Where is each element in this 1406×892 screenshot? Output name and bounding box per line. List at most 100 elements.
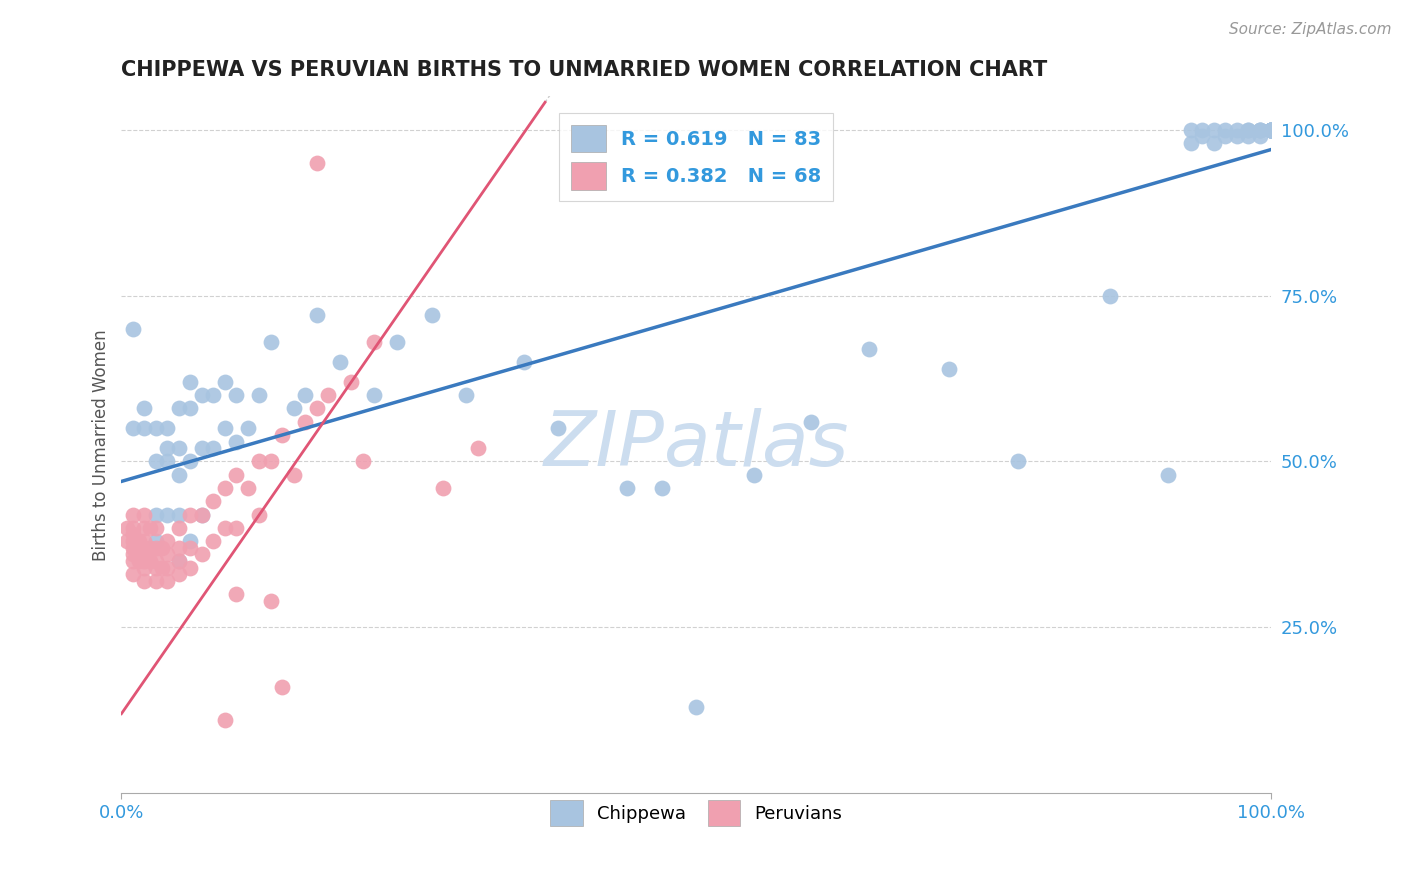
Point	[1249, 122, 1271, 136]
Point	[122, 548, 145, 562]
Point	[260, 594, 283, 608]
Point	[1180, 122, 1202, 136]
Point	[1180, 136, 1202, 150]
Point	[156, 508, 179, 522]
Point	[1237, 122, 1260, 136]
Point	[214, 421, 236, 435]
Point	[1260, 122, 1282, 136]
Point	[122, 541, 145, 555]
Point	[1213, 129, 1236, 144]
Point	[145, 560, 167, 574]
Point	[1249, 122, 1271, 136]
Point	[1260, 122, 1282, 136]
Point	[685, 700, 707, 714]
Point	[128, 554, 150, 568]
Point	[318, 388, 340, 402]
Point	[1260, 122, 1282, 136]
Point	[1202, 122, 1225, 136]
Point	[202, 388, 225, 402]
Point	[134, 508, 156, 522]
Point	[156, 454, 179, 468]
Point	[260, 454, 283, 468]
Point	[179, 454, 201, 468]
Point	[1260, 122, 1282, 136]
Point	[467, 441, 489, 455]
Point	[134, 401, 156, 416]
Point	[305, 309, 328, 323]
Point	[214, 521, 236, 535]
Point	[156, 534, 179, 549]
Point	[225, 521, 247, 535]
Point	[260, 334, 283, 349]
Point	[128, 534, 150, 549]
Point	[145, 421, 167, 435]
Point	[191, 388, 214, 402]
Point	[616, 481, 638, 495]
Point	[247, 454, 270, 468]
Point	[122, 534, 145, 549]
Point	[283, 401, 305, 416]
Point	[139, 521, 162, 535]
Point	[1213, 122, 1236, 136]
Point	[134, 421, 156, 435]
Point	[363, 334, 385, 349]
Point	[145, 574, 167, 588]
Point	[1260, 122, 1282, 136]
Point	[150, 541, 173, 555]
Point	[156, 441, 179, 455]
Point	[225, 467, 247, 482]
Point	[1007, 454, 1029, 468]
Point	[352, 454, 374, 468]
Point	[214, 375, 236, 389]
Point	[214, 481, 236, 495]
Point	[191, 441, 214, 455]
Point	[145, 534, 167, 549]
Point	[247, 388, 270, 402]
Point	[1237, 129, 1260, 144]
Point	[1237, 122, 1260, 136]
Point	[134, 541, 156, 555]
Point	[271, 680, 294, 694]
Point	[156, 548, 179, 562]
Point	[1260, 122, 1282, 136]
Point	[513, 355, 536, 369]
Point	[1156, 467, 1178, 482]
Point	[1260, 122, 1282, 136]
Point	[1226, 122, 1249, 136]
Point	[122, 322, 145, 336]
Point	[1226, 129, 1249, 144]
Point	[294, 415, 316, 429]
Point	[236, 421, 259, 435]
Point	[202, 441, 225, 455]
Legend: Chippewa, Peruvians: Chippewa, Peruvians	[543, 793, 849, 833]
Point	[340, 375, 363, 389]
Point	[167, 508, 190, 522]
Point	[456, 388, 478, 402]
Point	[145, 554, 167, 568]
Point	[191, 548, 214, 562]
Point	[225, 434, 247, 449]
Point	[938, 361, 960, 376]
Point	[167, 521, 190, 535]
Point	[225, 587, 247, 601]
Point	[1099, 288, 1122, 302]
Point	[179, 375, 201, 389]
Point	[858, 342, 880, 356]
Point	[134, 548, 156, 562]
Point	[122, 567, 145, 582]
Point	[1191, 122, 1213, 136]
Point	[145, 541, 167, 555]
Point	[202, 534, 225, 549]
Point	[420, 309, 443, 323]
Point	[179, 560, 201, 574]
Text: ZIPatlas: ZIPatlas	[544, 408, 849, 482]
Point	[167, 541, 190, 555]
Point	[134, 574, 156, 588]
Point	[191, 508, 214, 522]
Point	[283, 467, 305, 482]
Point	[156, 421, 179, 435]
Point	[1260, 122, 1282, 136]
Point	[139, 541, 162, 555]
Point	[1260, 122, 1282, 136]
Y-axis label: Births to Unmarried Women: Births to Unmarried Women	[93, 329, 110, 561]
